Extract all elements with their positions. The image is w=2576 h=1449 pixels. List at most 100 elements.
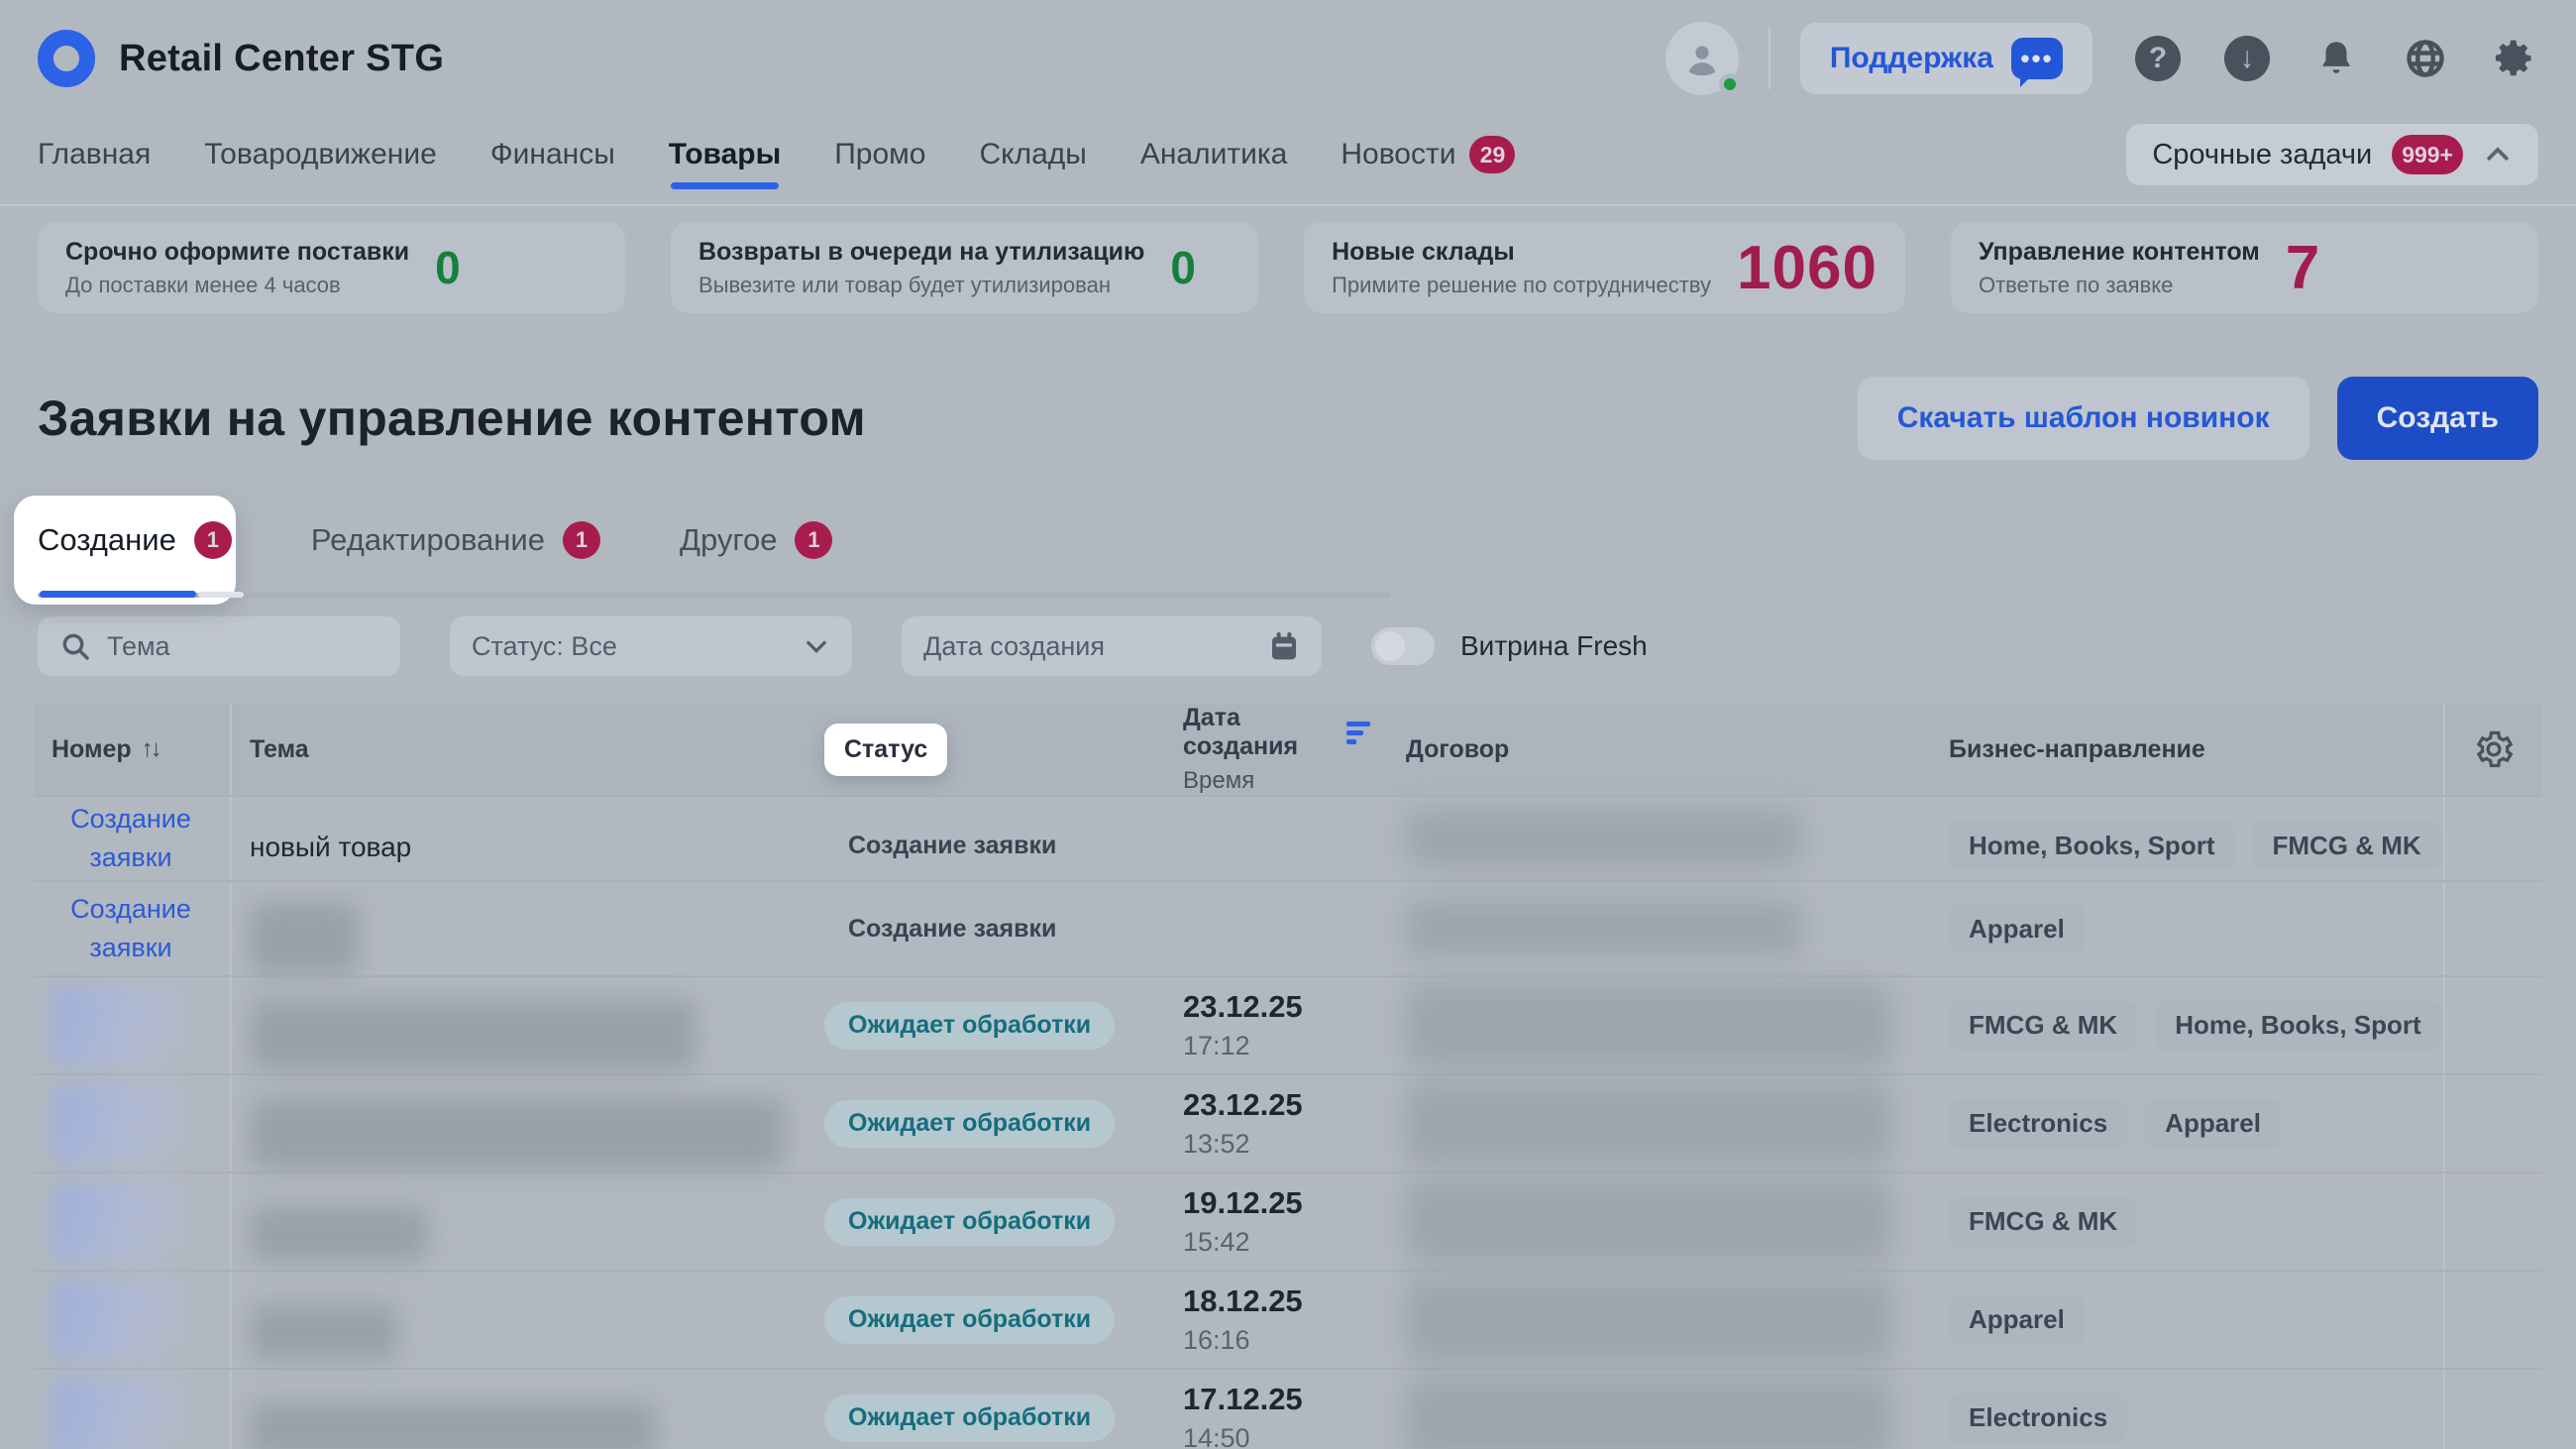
redacted-number xyxy=(52,985,198,1065)
business-tag: Apparel xyxy=(2145,1098,2281,1149)
redacted-contract xyxy=(1406,810,1802,867)
business-tag: FMCG & MK xyxy=(1949,1196,2138,1247)
table-header: Номер ↑↓ Тема Статус Дата создания Время … xyxy=(34,704,2542,795)
business-tag: Apparel xyxy=(1949,904,2085,953)
main-nav: Главная Товародвижение Финансы Товары Пр… xyxy=(0,117,2576,192)
column-header-status[interactable]: Статус xyxy=(806,723,1165,776)
bell-icon[interactable] xyxy=(2312,35,2360,82)
redacted-subject xyxy=(250,999,696,1071)
tab-drugoe[interactable]: Другое 1 xyxy=(680,521,833,559)
status-badge: Создание заявки xyxy=(824,905,1081,952)
sort-updown-icon[interactable]: ↑↓ xyxy=(141,735,162,762)
business-tag: Electronics xyxy=(1949,1393,2128,1443)
help-icon[interactable]: ? xyxy=(2134,35,2182,82)
top-right-controls: Поддержка ••• ? ↓ xyxy=(1664,22,2538,95)
nav-item-promo[interactable]: Промо xyxy=(834,138,926,170)
column-settings-gear-icon[interactable] xyxy=(2472,727,2516,771)
card-returns-utilization[interactable]: Возвраты в очереди на утилизацию Вывезит… xyxy=(671,222,1259,313)
nav-item-analitika[interactable]: Аналитика xyxy=(1139,138,1288,170)
request-link[interactable]: Создание заявки xyxy=(70,803,191,872)
card-content-management[interactable]: Управление контентом Ответьте по заявке … xyxy=(1950,222,2538,313)
nav-item-tovarodvizhenie[interactable]: Товародвижение xyxy=(204,138,437,170)
table-settings-cell[interactable] xyxy=(2443,704,2542,795)
status-badge: Ожидает обработки xyxy=(824,1001,1116,1050)
chat-bubble-icon: ••• xyxy=(2011,38,2063,87)
card-new-warehouses[interactable]: Новые склады Примите решение по сотрудни… xyxy=(1304,222,1905,313)
fresh-toggle-label: Витрина Fresh xyxy=(1460,630,1648,661)
toggle-knob xyxy=(1375,631,1405,661)
nav-item-finansy[interactable]: Финансы xyxy=(489,138,615,170)
fresh-toggle[interactable] xyxy=(1371,627,1435,665)
redacted-contract xyxy=(1406,1179,1891,1264)
redacted-subject xyxy=(250,1097,785,1170)
column-header-subject[interactable]: Тема xyxy=(250,734,309,763)
sort-descending-icon[interactable] xyxy=(1346,721,1370,744)
urgent-tasks-button[interactable]: Срочные задачи 999+ xyxy=(2126,124,2538,185)
nav-item-glavnaya[interactable]: Главная xyxy=(38,138,152,170)
chevron-up-icon xyxy=(2483,140,2513,169)
nav-item-sklady[interactable]: Склады xyxy=(979,138,1087,170)
status-badge: Ожидает обработки xyxy=(824,1295,1116,1344)
table-row[interactable]: Создание заявки новый товар Создание зая… xyxy=(34,795,2542,880)
column-header-business[interactable]: Бизнес-направление xyxy=(1949,734,2205,763)
page-title: Заявки на управление контентом xyxy=(38,390,866,446)
table-row[interactable]: Ожидает обработки 23.12.25 17:12 FMCG & M… xyxy=(34,975,2542,1073)
news-count-badge: 29 xyxy=(1469,136,1516,173)
redacted-contract xyxy=(1406,900,1802,957)
column-header-contract[interactable]: Договор xyxy=(1406,734,1510,763)
creation-date-input[interactable]: Дата создания xyxy=(902,616,1322,676)
status-header-spotlight: Статус xyxy=(824,723,948,776)
request-link[interactable]: Создание заявки xyxy=(70,893,191,962)
download-icon[interactable]: ↓ xyxy=(2223,35,2271,82)
table-row[interactable]: Ожидает обработки 18.12.25 16:16 Apparel xyxy=(34,1270,2542,1368)
status-badge: Ожидает обработки xyxy=(824,1099,1116,1148)
search-icon xyxy=(59,630,91,662)
create-button[interactable]: Создать xyxy=(2336,377,2538,460)
redacted-number xyxy=(52,1280,198,1360)
tab-sozdanie[interactable]: Создание 1 xyxy=(38,521,232,559)
column-header-number[interactable]: Номер ↑↓ xyxy=(34,704,232,795)
status-filter-select[interactable]: Статус: Все xyxy=(450,616,852,676)
redacted-subject xyxy=(250,902,359,975)
urgent-tasks-badge: 999+ xyxy=(2392,135,2463,174)
globe-icon[interactable] xyxy=(2402,35,2449,82)
redacted-contract xyxy=(1406,1278,1891,1362)
nav-item-tovary[interactable]: Товары xyxy=(668,138,782,189)
table-row[interactable]: Создание заявки Создание заявки Apparel xyxy=(34,880,2542,975)
tab-badge: 1 xyxy=(795,521,833,559)
redacted-subject xyxy=(250,1401,656,1449)
table-row[interactable]: Ожидает обработки 17.12.25 14:50 Electron… xyxy=(34,1368,2542,1449)
nav-item-novosti[interactable]: Новости 29 xyxy=(1341,136,1516,173)
page-header: Заявки на управление контентом Скачать ш… xyxy=(0,377,2576,460)
redacted-number xyxy=(52,1083,198,1164)
active-tab-underline xyxy=(40,591,196,598)
card-value: 0 xyxy=(1170,242,1196,293)
chevron-down-icon xyxy=(803,632,830,660)
tabs-bar: Создание 1 Редактирование 1 Другое 1 xyxy=(0,496,2576,611)
tab-track-light xyxy=(198,592,244,598)
card-value: 0 xyxy=(435,242,461,293)
redacted-contract xyxy=(1406,1081,1891,1166)
settings-gear-icon[interactable] xyxy=(2491,35,2538,82)
business-tag: Home, Books, Sport xyxy=(1949,821,2235,870)
tab-redaktirovanie[interactable]: Редактирование 1 xyxy=(311,521,600,559)
requests-table: Номер ↑↓ Тема Статус Дата создания Время … xyxy=(34,704,2542,1449)
user-icon xyxy=(1664,22,1739,95)
download-template-button[interactable]: Скачать шаблон новинок xyxy=(1857,377,2309,460)
business-tag: FMCG & MK xyxy=(1949,1000,2138,1051)
table-row[interactable]: Ожидает обработки 23.12.25 13:52 Electron… xyxy=(34,1073,2542,1171)
card-urgent-supplies[interactable]: Срочно оформите поставки До поставки мен… xyxy=(38,222,626,313)
tab-badge: 1 xyxy=(562,521,600,559)
column-header-created[interactable]: Дата создания Время xyxy=(1165,704,1388,795)
support-button[interactable]: Поддержка ••• xyxy=(1799,23,2093,94)
date-placeholder: Дата создания xyxy=(923,630,1105,661)
top-bar: Retail Center STG Поддержка ••• ? ↓ xyxy=(0,0,2576,117)
avatar[interactable] xyxy=(1664,22,1741,95)
subject-text: новый товар xyxy=(250,832,412,862)
status-filter-value: Статус: Все xyxy=(472,630,617,661)
app-logo-icon xyxy=(38,30,95,87)
calendar-icon xyxy=(1268,630,1300,662)
search-input[interactable]: Тема xyxy=(38,616,400,676)
table-row[interactable]: Ожидает обработки 19.12.25 15:42 FMCG & M… xyxy=(34,1171,2542,1270)
